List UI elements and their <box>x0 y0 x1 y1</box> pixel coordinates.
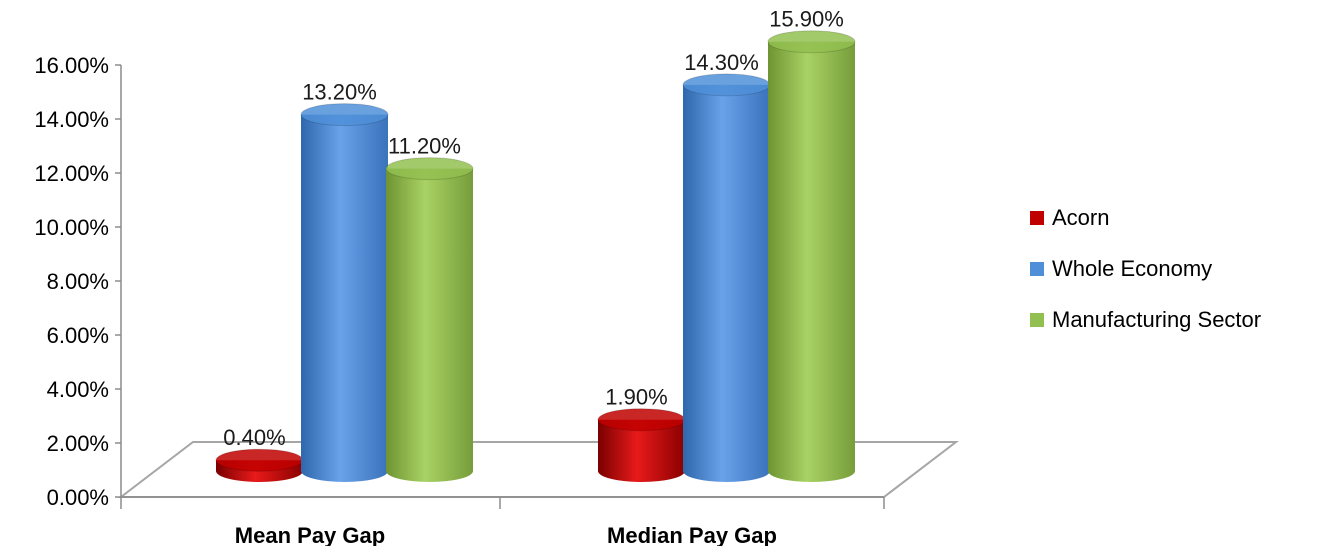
legend-label-manufacturing-sector: Manufacturing Sector <box>1052 307 1262 332</box>
data-label: 14.30% <box>684 50 759 75</box>
y-tick-label: 14.00% <box>34 107 109 132</box>
bar-manufacturing-sector <box>767 30 856 483</box>
y-tick-label: 8.00% <box>47 269 109 294</box>
data-label: 13.20% <box>302 80 377 105</box>
bar-acorn <box>215 448 304 483</box>
legend-label-whole-economy: Whole Economy <box>1052 256 1213 281</box>
bar-top-edge <box>300 103 389 127</box>
bar-body <box>683 84 770 483</box>
legend-label-acorn: Acorn <box>1052 205 1110 230</box>
y-tick-label: 2.00% <box>47 431 109 456</box>
bar-top <box>598 408 685 431</box>
legend-item-acorn: Acorn <box>1030 205 1261 231</box>
category-label: Median Pay Gap <box>607 523 777 546</box>
bar-body <box>768 41 855 483</box>
bar-top-edge <box>767 30 856 54</box>
bar-top <box>768 30 855 53</box>
y-tick-label: 12.00% <box>34 161 109 186</box>
data-label: 1.90% <box>605 385 667 410</box>
y-tick-label: 6.00% <box>47 323 109 348</box>
bar-body <box>301 114 388 483</box>
legend-item-whole-economy: Whole Economy <box>1030 256 1261 282</box>
category-label: Mean Pay Gap <box>235 523 385 546</box>
bar-top <box>301 103 388 126</box>
bar-body <box>386 168 473 483</box>
y-tick-label: 4.00% <box>47 377 109 402</box>
bar-whole-economy <box>300 103 389 483</box>
legend-item-manufacturing-sector: Manufacturing Sector <box>1030 307 1261 333</box>
bar-top-edge <box>385 157 474 181</box>
legend-swatch-acorn <box>1030 211 1044 225</box>
chart-legend: Acorn Whole Economy Manufacturing Sector <box>1030 205 1261 358</box>
data-label: 15.90% <box>769 7 844 32</box>
bar-top <box>683 73 770 96</box>
bar-whole-economy <box>682 73 771 483</box>
data-label: 0.40% <box>223 425 285 450</box>
y-tick-label: 0.00% <box>47 485 109 510</box>
bar-top <box>216 449 303 472</box>
legend-swatch-whole-economy <box>1030 262 1044 276</box>
y-tick-label: 16.00% <box>34 53 109 78</box>
y-tick-label: 10.00% <box>34 215 109 240</box>
data-label: 11.20% <box>388 134 461 159</box>
bar-body <box>598 419 685 483</box>
bar-acorn <box>597 408 686 483</box>
bar-manufacturing-sector <box>385 157 474 483</box>
legend-swatch-manufacturing-sector <box>1030 313 1044 327</box>
bar-top <box>386 157 473 180</box>
